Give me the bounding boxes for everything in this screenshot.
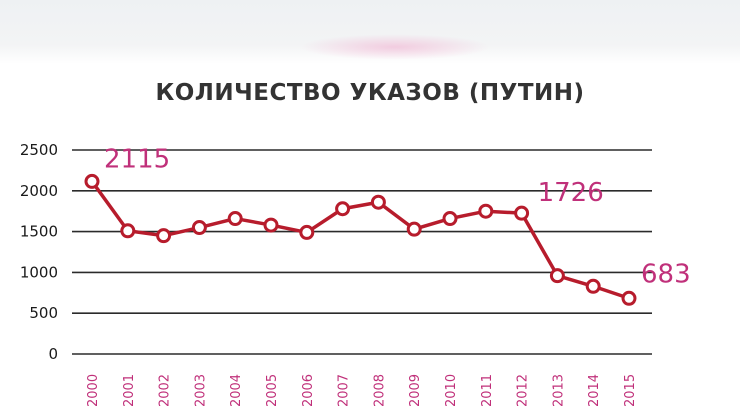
x-tick-label: 2002 [158, 374, 173, 407]
data-point [442, 211, 458, 227]
data-point [227, 211, 243, 227]
grid-lines [72, 149, 652, 355]
x-tick-label: 2001 [122, 374, 137, 407]
y-tick-label: 500 [29, 304, 58, 322]
x-tick-label: 2011 [480, 374, 495, 407]
x-tick-label: 2013 [551, 374, 566, 407]
data-point [370, 194, 386, 210]
data-point [191, 220, 207, 236]
series-layer [84, 173, 637, 306]
y-tick-label: 0 [48, 345, 58, 363]
data-point [549, 268, 565, 284]
x-tick-label: 2015 [623, 374, 638, 407]
data-point [263, 217, 279, 233]
data-point [621, 290, 637, 306]
data-point [478, 203, 494, 219]
data-label: 1726 [538, 178, 604, 208]
data-point [335, 201, 351, 217]
data-point [299, 224, 315, 240]
data-labels: 2115 1726 683 [104, 144, 691, 289]
x-axis-ticks: 2000 2001 2002 2003 2004 2005 2006 2007 2008 2009… [86, 374, 638, 407]
x-tick-label: 2014 [587, 374, 602, 407]
y-tick-label: 1000 [20, 263, 58, 281]
data-point [514, 205, 530, 221]
top-blur-decoration [300, 34, 490, 60]
y-tick-label: 1500 [20, 223, 58, 241]
chart-title: КОЛИЧЕСТВО УКАЗОВ (ПУТИН) [155, 80, 585, 106]
x-tick-label: 2006 [301, 374, 316, 407]
x-tick-label: 2004 [229, 374, 244, 407]
y-tick-label: 2500 [20, 141, 58, 159]
x-tick-label: 2008 [372, 374, 387, 407]
y-axis-ticks: 0 500 1000 1500 2000 2500 [20, 141, 58, 363]
data-point [84, 173, 100, 189]
x-tick-label: 2005 [265, 374, 280, 407]
series-line [90, 180, 630, 300]
x-tick-label: 2000 [86, 374, 101, 407]
data-point [406, 221, 422, 237]
x-tick-label: 2010 [444, 374, 459, 407]
x-tick-label: 2009 [408, 374, 423, 407]
x-tick-label: 2012 [516, 374, 531, 407]
data-point [120, 223, 136, 239]
x-tick-label: 2007 [337, 374, 352, 407]
data-label: 683 [641, 259, 691, 289]
data-point [156, 228, 172, 244]
y-tick-label: 2000 [20, 182, 58, 200]
data-point [585, 278, 601, 294]
data-label: 2115 [104, 144, 170, 174]
x-tick-label: 2003 [193, 374, 208, 407]
